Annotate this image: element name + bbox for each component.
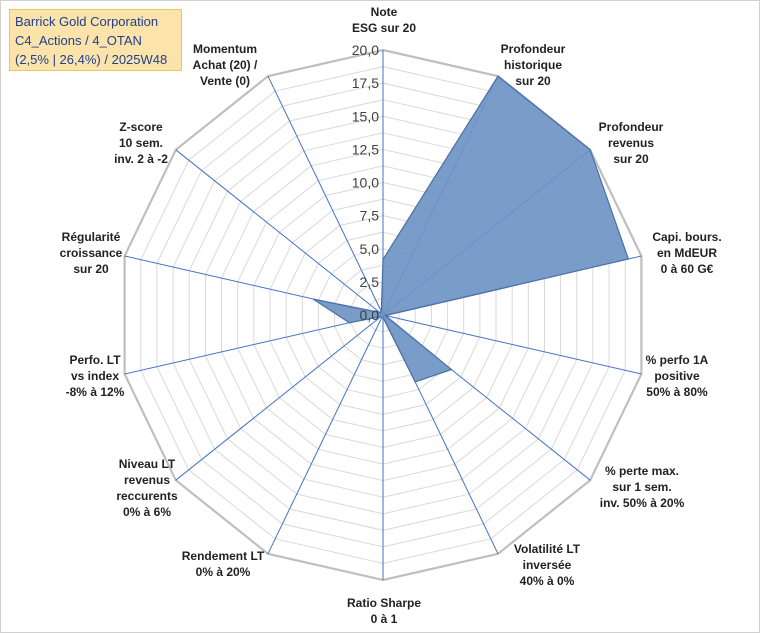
axis-spoke xyxy=(124,314,384,375)
category-label-niveau-lt: Niveau LT revenus reccurents 0% à 6% xyxy=(116,457,178,519)
category-label-rendement-lt: Rendement LT 0% à 20% xyxy=(181,549,265,579)
category-label-volatilite: Volatilité LT inversée 40% à 0% xyxy=(513,542,581,588)
category-label-ratio-sharpe: Ratio Sharpe 0 à 1 xyxy=(346,596,421,626)
category-label-profondeur-revenus: Profondeur revenus sur 20 xyxy=(598,120,664,166)
category-label-momentum: Momentum Achat (20) / Vente (0) xyxy=(192,42,258,88)
axis-spoke xyxy=(175,149,384,316)
tick-label: 12,5 xyxy=(352,141,379,157)
tick-label: 7,5 xyxy=(360,208,380,224)
tick-label: 0,0 xyxy=(360,307,380,323)
tick-label: 15,0 xyxy=(352,108,379,124)
tick-label: 10,0 xyxy=(352,175,379,191)
title-portfolio: C4_Actions / 4_OTAN xyxy=(15,33,142,48)
chart-title-box: Barrick Gold Corporation C4_Actions / 4_… xyxy=(9,9,182,71)
tick-label: 5,0 xyxy=(360,241,380,257)
category-label-perte-max: % perte max. sur 1 sem. inv. 50% à 20% xyxy=(599,464,685,510)
series-layer xyxy=(312,75,630,383)
title-company: Barrick Gold Corporation xyxy=(15,14,159,29)
category-label-perfo-1a: % perfo 1A positive 50% à 80% xyxy=(645,353,709,399)
category-label-z-score: Z-score 10 sem. inv. 2 à -2 xyxy=(114,120,168,166)
axis-spoke xyxy=(382,314,642,375)
category-label-profondeur-historique: Profondeur historique sur 20 xyxy=(500,42,566,88)
axis-spoke xyxy=(175,314,384,481)
axis-spoke xyxy=(267,314,384,555)
tick-label: 17,5 xyxy=(352,75,379,91)
category-label-esg: Note ESG sur 20 xyxy=(351,5,417,35)
tick-layer: 0,0 2,5 5,0 7,5 10,0 12,5 15,0 17,5 20,0 xyxy=(352,42,379,323)
tick-label: 2,5 xyxy=(360,274,380,290)
category-label-regularite: Régularité croissance sur 20 xyxy=(59,230,123,276)
axis-spoke xyxy=(267,75,384,316)
category-label-perfo-lt: Perfo. LT vs index -8% à 12% xyxy=(65,353,125,399)
title-stats: (2,5% | 26,4%) / 2025W48 xyxy=(15,52,168,67)
category-label-capi-bours: Capi. bours. en MdEUR 0 à 60 G€ xyxy=(652,230,722,276)
tick-label: 20,0 xyxy=(352,42,379,58)
